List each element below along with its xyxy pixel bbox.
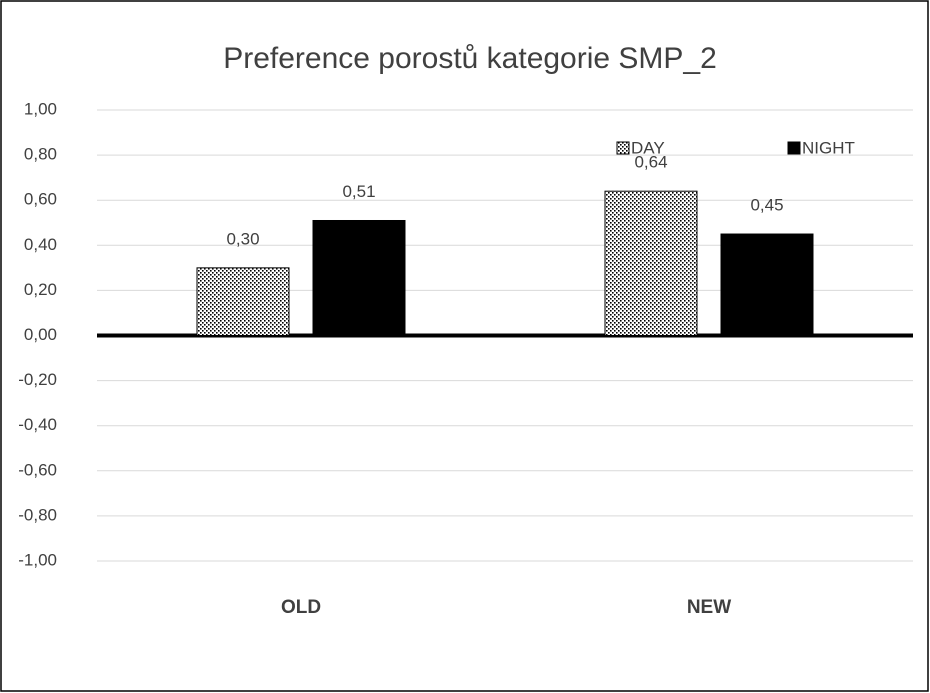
y-tick-label: -0,80 xyxy=(18,505,57,524)
legend-marker xyxy=(787,141,801,155)
x-tick-label: OLD xyxy=(281,597,321,618)
data-label: 0,51 xyxy=(342,182,375,201)
y-tick-label: 0,60 xyxy=(24,190,57,209)
legend-label: NIGHT xyxy=(802,138,855,157)
y-tick-label: -0,60 xyxy=(18,460,57,479)
chart-title: Preference porostů kategorie SMP_2 xyxy=(223,42,717,75)
y-tick-label: 0,20 xyxy=(24,280,57,299)
y-tick-label: 0,00 xyxy=(24,325,57,344)
bar xyxy=(604,190,698,336)
bar xyxy=(312,219,406,336)
y-tick-label: -1,00 xyxy=(18,550,57,569)
legend-label: DAY xyxy=(631,138,665,157)
y-tick-label: 1,00 xyxy=(24,99,57,118)
y-tick-label: -0,40 xyxy=(18,415,57,434)
data-label: 0,45 xyxy=(750,196,783,215)
bar xyxy=(720,233,814,336)
data-label: 0,30 xyxy=(226,229,259,248)
legend-marker xyxy=(616,141,630,155)
data-label: 0,64 xyxy=(634,153,667,172)
y-tick-label: 0,40 xyxy=(24,235,57,254)
bar xyxy=(196,267,290,337)
y-tick-label: -0,20 xyxy=(18,370,57,389)
y-tick-label: 0,80 xyxy=(24,145,57,164)
x-tick-label: NEW xyxy=(687,597,731,618)
